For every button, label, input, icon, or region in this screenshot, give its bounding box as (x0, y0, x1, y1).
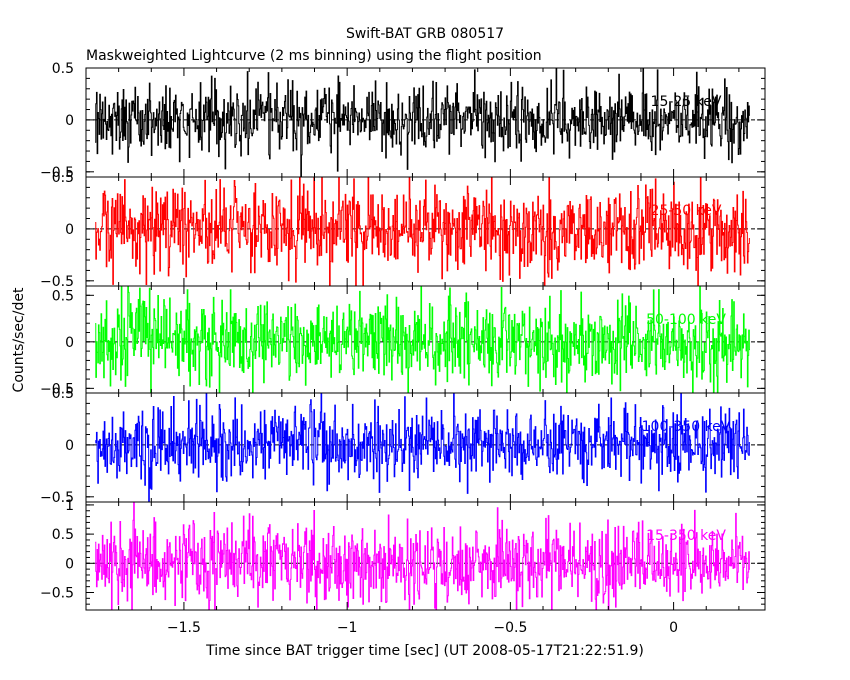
panel-energy-label: 25-50 keV (651, 203, 722, 219)
y-tick-label: 0 (65, 335, 74, 351)
x-tick-label: 0 (669, 620, 678, 636)
series-line-15-350-kev (95, 502, 750, 610)
y-tick-label: −0.5 (40, 165, 74, 181)
y-tick-label: −0.5 (40, 381, 74, 397)
y-axis-label: Counts/sec/det (11, 287, 27, 392)
panel-energy-label: 100-350 keV (642, 419, 731, 435)
x-axis-label: Time since BAT trigger time [sec] (UT 20… (205, 643, 644, 659)
panel-energy-label: 50-100 keV (646, 312, 726, 328)
series-line-50-100-kev (95, 286, 750, 393)
x-tick-label: −0.5 (493, 620, 527, 636)
x-tick-label: −1.5 (167, 620, 201, 636)
y-tick-label: −0.5 (40, 274, 74, 290)
series-line-15-25-kev (95, 68, 750, 177)
y-tick-label: 0.5 (52, 170, 74, 186)
x-tick-label: −1 (337, 620, 358, 636)
y-tick-label: 0 (65, 113, 74, 129)
y-tick-label: 0 (65, 556, 74, 572)
y-tick-label: 0.5 (52, 527, 74, 543)
panel-1: 0.5 0 −0.5 15-25 keV (40, 61, 766, 181)
y-tick-label: 0.5 (52, 61, 74, 77)
y-tick-label: −0.5 (40, 490, 74, 506)
chart-title: Swift-BAT GRB 080517 (346, 26, 504, 42)
panel-5: 1 0.5 0 −0.5 15-350 keV (40, 498, 766, 611)
chart-subtitle: Maskweighted Lightcurve (2 ms binning) u… (86, 48, 542, 64)
panel-frame (85, 501, 766, 611)
panel-3: 0.5 0 −0.5 50-100 keV (40, 285, 766, 397)
y-tick-label: 0.5 (52, 386, 74, 402)
x-axis: −1.5 −1 −0.5 0 (167, 620, 678, 636)
panel-energy-label: 15-350 keV (646, 528, 726, 544)
y-tick-label: 0 (65, 222, 74, 238)
y-tick-label: 1 (65, 498, 74, 514)
y-tick-label: 0.5 (52, 288, 74, 304)
panels-group: 0.5 0 −0.5 15-25 keV 0.5 0 −0.5 25-50 keV 0.5 0 −0… (40, 61, 766, 611)
y-tick-label: −0.5 (40, 585, 74, 601)
series-line-25-50-kev (95, 177, 750, 286)
y-tick-label: 0 (65, 438, 74, 454)
panel-energy-label: 15-25 keV (651, 94, 722, 110)
panel-4: 0.5 0 −0.5 100-350 keV (40, 386, 766, 506)
series-line-100-350-kev (95, 393, 750, 502)
